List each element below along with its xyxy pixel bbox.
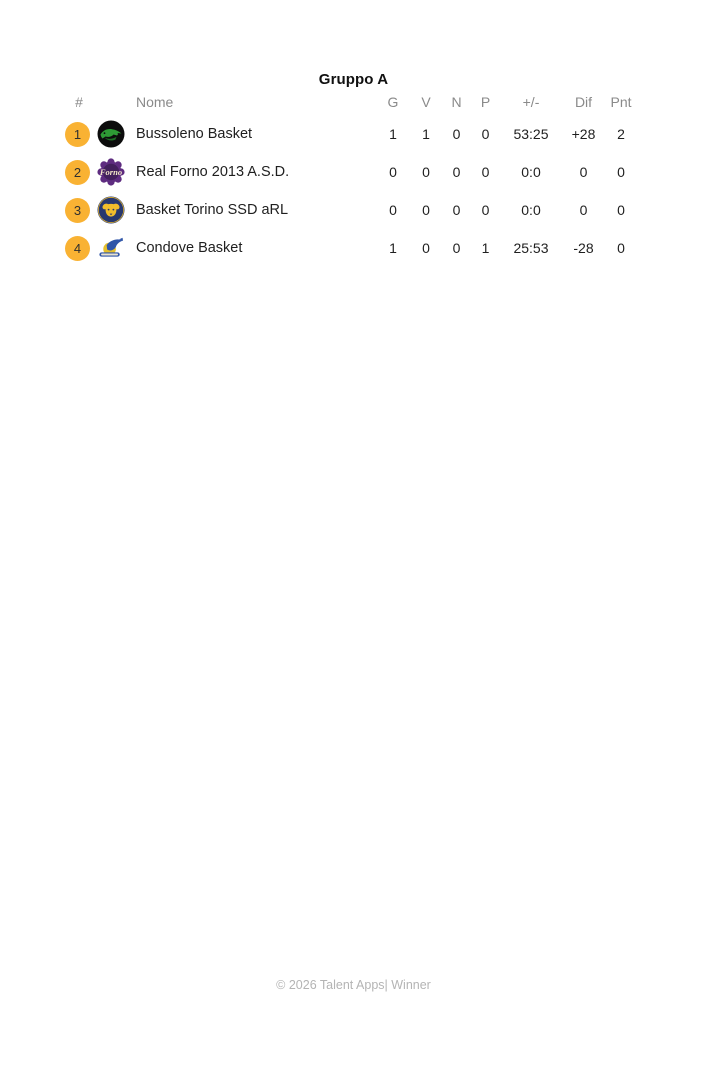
header-rank-label: #: [75, 94, 83, 110]
real-forno-logo-text: Forno: [99, 167, 122, 177]
header-name-label: Nome: [136, 94, 174, 110]
stat-diff: 0: [579, 164, 588, 180]
stat-wins: 0: [422, 202, 430, 218]
rank-badge: 3: [65, 197, 90, 223]
stat-diff: 0: [579, 202, 588, 218]
stat-losses: 1: [481, 240, 490, 256]
real-forno-logo-icon: Forno: [97, 158, 125, 186]
stat-score: 53:25: [513, 126, 549, 142]
table-row-basket-torino[interactable]: 3 Basket Torino SSD aRL 0 0 0 0 0:0 0 0: [0, 191, 707, 229]
page-title: Gruppo A: [318, 71, 389, 88]
stat-wins: 0: [422, 164, 430, 180]
stat-draws: 0: [452, 126, 461, 142]
stat-losses: 0: [481, 164, 490, 180]
bussoleno-basket-logo-icon: [97, 120, 125, 148]
table-row-condove[interactable]: 4 Condove Basket 1 0 0 1 25:53 -28 0: [0, 229, 707, 267]
rank-badge: 2: [65, 159, 90, 185]
header-losses-label: P: [480, 94, 491, 110]
stat-diff: -28: [573, 240, 594, 256]
team-name: Real Forno 2013 A.S.D.: [136, 164, 290, 180]
rank-badge: 1: [65, 121, 90, 147]
team-name: Condove Basket: [136, 240, 243, 256]
stat-games: 1: [389, 126, 397, 142]
stat-games: 0: [389, 164, 397, 180]
header-points-label: Pnt: [610, 94, 632, 110]
header-wins-label: V: [421, 94, 431, 110]
header-score-label: +/-: [522, 94, 540, 110]
basket-torino-logo-icon: [97, 196, 125, 224]
stat-diff: +28: [571, 126, 596, 142]
header-games-label: G: [387, 94, 399, 110]
stat-games: 0: [389, 202, 397, 218]
standings-table: # Nome G V N P +/- Dif Pnt 1 Bussoleno B…: [0, 89, 707, 267]
footer-text: © 2026 Talent Apps| Winner: [276, 978, 431, 992]
stat-draws: 0: [452, 240, 461, 256]
stat-points: 0: [617, 202, 625, 218]
stat-score: 25:53: [513, 240, 549, 256]
condove-basket-logo-icon: [96, 234, 127, 262]
stat-points: 0: [617, 240, 625, 256]
stat-wins: 0: [422, 240, 430, 256]
stat-points: 0: [617, 164, 625, 180]
stat-wins: 1: [422, 126, 430, 142]
stat-points: 2: [617, 126, 625, 142]
stat-score: 0:0: [521, 202, 541, 218]
team-name: Basket Torino SSD aRL: [136, 202, 289, 218]
table-row-real-forno[interactable]: 2 Forno Real Forno 2013 A.S.D. 0: [0, 153, 707, 191]
stat-draws: 0: [452, 164, 461, 180]
rank-badge: 4: [65, 235, 90, 261]
stat-losses: 0: [481, 202, 490, 218]
stat-draws: 0: [452, 202, 461, 218]
stat-score: 0:0: [521, 164, 541, 180]
stat-losses: 0: [481, 126, 490, 142]
header-diff-label: Dif: [574, 94, 593, 110]
header-draws-label: N: [451, 94, 462, 110]
table-row-bussoleno[interactable]: 1 Bussoleno Basket 1 1 0 0 53:25 +28 2: [0, 115, 707, 153]
stat-games: 1: [389, 240, 397, 256]
standings-header-row: # Nome G V N P +/- Dif Pnt: [0, 89, 707, 115]
team-name: Bussoleno Basket: [136, 126, 253, 142]
